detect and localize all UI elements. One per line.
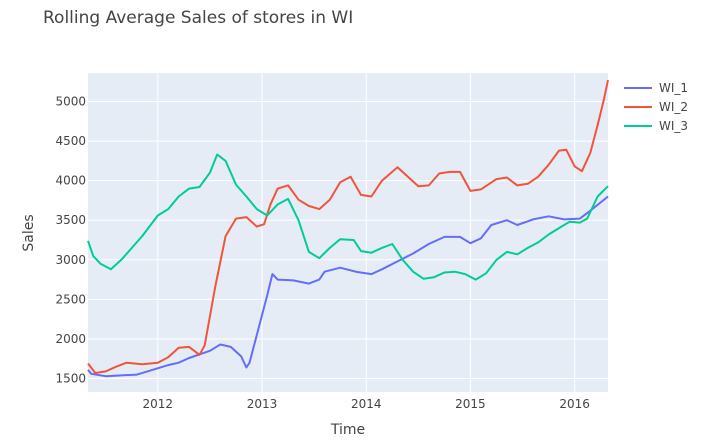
y-axis-ticks: 1500 2000 2500 3000 3500 4000 4500 5000 <box>55 94 86 385</box>
y-tick-label: 2500 <box>55 292 86 306</box>
y-tick-label: 5000 <box>55 94 86 108</box>
x-tick-label: 2014 <box>351 397 382 411</box>
legend-label: WI_1 <box>659 81 688 95</box>
series-line-wi-2 <box>87 79 609 374</box>
y-tick-label: 2000 <box>55 332 86 346</box>
y-tick-label: 3500 <box>55 213 86 227</box>
legend-item-wi-1[interactable]: WI_1 <box>624 81 688 95</box>
legend-label: WI_3 <box>659 119 688 133</box>
y-tick-label: 4500 <box>55 134 86 148</box>
y-tick-label: 4000 <box>55 174 86 188</box>
series-line-wi-1 <box>87 195 609 378</box>
x-tick-label: 2015 <box>455 397 486 411</box>
x-axis-title: Time <box>330 422 365 438</box>
series-lines <box>87 79 609 378</box>
x-tick-label: 2013 <box>247 397 278 411</box>
x-tick-label: 2016 <box>559 397 590 411</box>
legend-label: WI_2 <box>659 100 688 114</box>
y-tick-label: 1500 <box>55 372 86 386</box>
y-tick-label: 3000 <box>55 253 86 267</box>
grid <box>88 73 608 392</box>
legend-item-wi-2[interactable]: WI_2 <box>624 100 688 114</box>
x-tick-label: 2012 <box>143 397 174 411</box>
plot-area <box>88 73 608 392</box>
legend-item-wi-3[interactable]: WI_3 <box>624 119 688 133</box>
series-line-wi-3 <box>87 153 609 281</box>
y-axis-title: Sales <box>21 214 37 251</box>
legend[interactable]: WI_1 WI_2 WI_3 <box>624 81 688 133</box>
chart-title: Rolling Average Sales of stores in WI <box>43 8 353 28</box>
x-axis-ticks: 2012 2013 2014 2015 2016 <box>143 397 590 411</box>
